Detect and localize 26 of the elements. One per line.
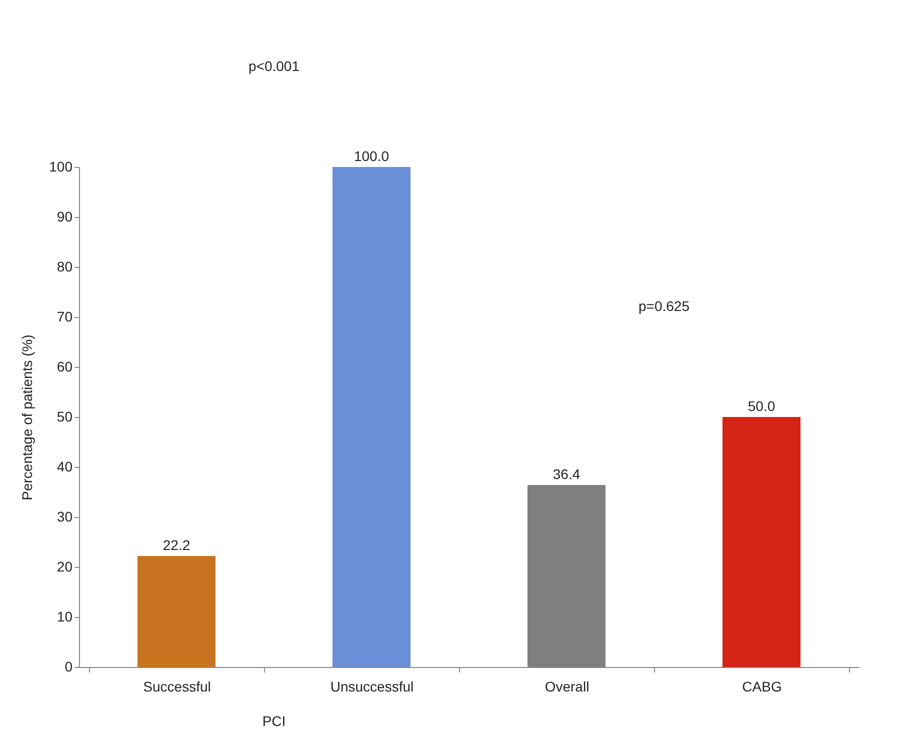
- data-label: 36.4: [552, 466, 580, 482]
- text: PCI: [262, 713, 286, 729]
- data-label: 22.2: [162, 537, 190, 553]
- y-tick-label: 100: [49, 158, 73, 174]
- y-tick-label: 0: [64, 658, 73, 674]
- y-tick-label: 70: [56, 308, 73, 324]
- y-tick-label: 60: [56, 358, 73, 374]
- x-tick-label: Successful: [143, 678, 211, 694]
- data-label: 50.0: [748, 398, 776, 414]
- x-tick-label: Unsuccessful: [330, 678, 414, 694]
- bar: [722, 417, 800, 667]
- y-axis-title: Percentage of patients (%): [19, 334, 36, 500]
- y-tick-label: 50: [56, 408, 73, 424]
- bar: [138, 556, 216, 667]
- text: p<0.001: [248, 58, 300, 74]
- annotation: p=0.625: [638, 298, 690, 314]
- y-tick-label: 40: [56, 458, 73, 474]
- y-tick-label: 20: [56, 558, 73, 574]
- bar: [332, 167, 410, 667]
- x-tick-label: Overall: [544, 678, 590, 694]
- y-tick-label: 30: [56, 508, 73, 524]
- x-tick-label: CABG: [742, 678, 782, 694]
- y-tick-label: 10: [56, 608, 73, 624]
- data-label: 100.0: [354, 148, 390, 164]
- y-tick-label: 80: [56, 258, 73, 274]
- y-tick-label: 90: [56, 208, 73, 224]
